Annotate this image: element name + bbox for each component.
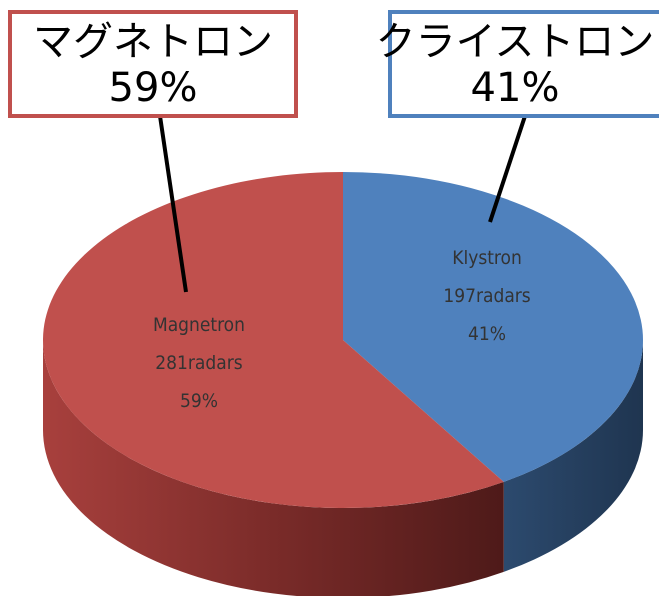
callout-percent: 59% bbox=[109, 65, 198, 111]
callout-name: クライストロン bbox=[376, 19, 655, 65]
slice-label: 281radars bbox=[155, 352, 242, 374]
slice bbox=[43, 172, 504, 509]
slice-label: Klystron bbox=[452, 247, 522, 269]
callout-box bbox=[388, 10, 659, 118]
slice-side bbox=[43, 340, 504, 596]
slice-label: Magnetron bbox=[153, 314, 245, 336]
callout-line bbox=[158, 115, 188, 293]
callout-line bbox=[488, 115, 527, 223]
slice bbox=[343, 172, 643, 482]
callout-percent: 41% bbox=[471, 65, 560, 111]
slice-label: 197radars bbox=[443, 285, 530, 307]
slice-label: 41% bbox=[468, 323, 506, 345]
callout-box bbox=[8, 10, 298, 118]
slice-label: 59% bbox=[180, 390, 218, 412]
slice-side bbox=[503, 340, 643, 572]
callout-name: マグネトロン bbox=[33, 19, 273, 65]
